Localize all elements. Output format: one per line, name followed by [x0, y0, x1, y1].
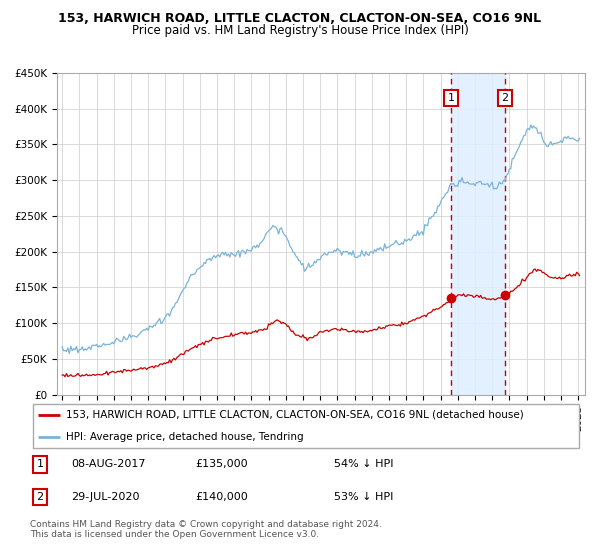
- Text: 2: 2: [37, 492, 43, 502]
- Text: 1: 1: [37, 459, 43, 469]
- Text: 153, HARWICH ROAD, LITTLE CLACTON, CLACTON-ON-SEA, CO16 9NL (detached house): 153, HARWICH ROAD, LITTLE CLACTON, CLACT…: [66, 410, 524, 420]
- Text: £135,000: £135,000: [196, 459, 248, 469]
- Text: 53% ↓ HPI: 53% ↓ HPI: [334, 492, 393, 502]
- Text: 153, HARWICH ROAD, LITTLE CLACTON, CLACTON-ON-SEA, CO16 9NL: 153, HARWICH ROAD, LITTLE CLACTON, CLACT…: [58, 12, 542, 25]
- Text: Contains HM Land Registry data © Crown copyright and database right 2024.
This d: Contains HM Land Registry data © Crown c…: [30, 520, 382, 539]
- Bar: [451, 73, 505, 395]
- Text: 54% ↓ HPI: 54% ↓ HPI: [334, 459, 393, 469]
- Text: 08-AUG-2017: 08-AUG-2017: [71, 459, 146, 469]
- Text: 2: 2: [502, 93, 509, 103]
- Text: 29-JUL-2020: 29-JUL-2020: [71, 492, 140, 502]
- Text: HPI: Average price, detached house, Tendring: HPI: Average price, detached house, Tend…: [66, 432, 304, 442]
- FancyBboxPatch shape: [33, 404, 579, 449]
- Text: £140,000: £140,000: [196, 492, 248, 502]
- Text: 1: 1: [448, 93, 454, 103]
- Text: Price paid vs. HM Land Registry's House Price Index (HPI): Price paid vs. HM Land Registry's House …: [131, 24, 469, 36]
